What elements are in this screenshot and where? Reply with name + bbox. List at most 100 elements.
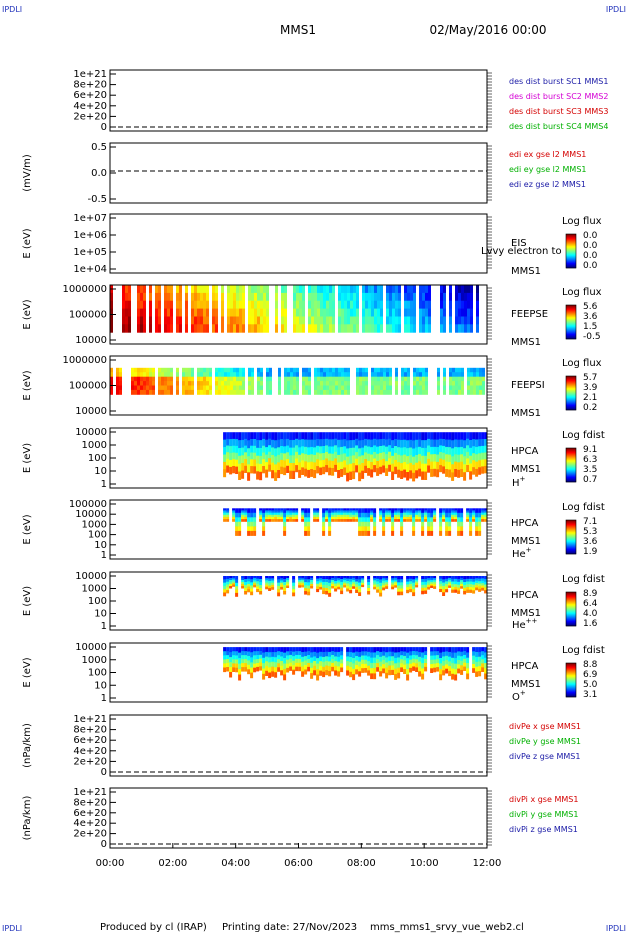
- heatmap-cell: [458, 324, 461, 333]
- heatmap-cell: [310, 647, 314, 653]
- heatmap-cell: [284, 389, 287, 395]
- heatmap-cell: [476, 367, 479, 373]
- heatmap-cell: [298, 647, 302, 652]
- heatmap-cell: [200, 367, 203, 373]
- heatmap-cell: [322, 512, 326, 518]
- heatmap-cell: [176, 381, 179, 386]
- heatmap-cell: [457, 512, 461, 518]
- heatmap-cell: [395, 292, 398, 302]
- heatmap-cell: [247, 581, 251, 585]
- heatmap-cell: [358, 661, 362, 667]
- heatmap-cell: [364, 663, 368, 669]
- heatmap-cell: [412, 526, 416, 532]
- heatmap-cell: [215, 300, 218, 310]
- heatmap-cell: [469, 512, 473, 518]
- heatmap-cell: [460, 584, 464, 587]
- heatmap-cell: [443, 372, 446, 378]
- heatmap-cell: [253, 651, 257, 656]
- heatmap-cell: [158, 300, 161, 310]
- heatmap-cell: [346, 472, 350, 482]
- heatmap-cell: [304, 439, 308, 448]
- heatmap-cell: [352, 586, 356, 589]
- heatmap-cell: [319, 661, 323, 667]
- colorbar-cell: [566, 667, 576, 669]
- heatmap-cell: [310, 657, 314, 664]
- heatmap-cell: [257, 389, 260, 395]
- heatmap-cell: [382, 668, 386, 674]
- heatmap-cell: [229, 586, 233, 589]
- colorbar-cell: [566, 480, 576, 482]
- heatmap-cell: [443, 285, 446, 294]
- heatmap-cell: [304, 526, 308, 532]
- colorbar-cell: [566, 524, 576, 526]
- heatmap-cell: [268, 662, 272, 668]
- heatmap-cell: [412, 647, 416, 652]
- heatmap-cell: [304, 530, 308, 536]
- heatmap-cell: [149, 300, 152, 310]
- heatmap-cell: [266, 376, 269, 382]
- heatmap-cell: [436, 461, 440, 470]
- heatmap-cell: [134, 381, 137, 386]
- heatmap-cell: [191, 385, 194, 391]
- heatmap-cell: [346, 508, 350, 511]
- heatmap-cell: [338, 308, 341, 317]
- heatmap-cell: [439, 586, 443, 590]
- heatmap-cell: [433, 576, 437, 579]
- heatmap-cell: [458, 292, 461, 302]
- heatmap-cell: [223, 469, 227, 478]
- heatmap-cell: [256, 666, 260, 672]
- heatmap-cell: [122, 285, 125, 294]
- heatmap-cell: [343, 460, 347, 468]
- heatmap-cell: [322, 661, 326, 668]
- heatmap-cell: [457, 581, 461, 586]
- heatmap-cell: [475, 512, 479, 518]
- heatmap-cell: [454, 669, 458, 676]
- heatmap-cell: [467, 389, 470, 395]
- heatmap-cell: [404, 308, 407, 317]
- heatmap-cell: [137, 316, 140, 325]
- heatmap-cell: [325, 510, 329, 514]
- heatmap-cell: [308, 324, 311, 333]
- heatmap-cell: [223, 439, 227, 448]
- heatmap-cell: [367, 588, 371, 592]
- heatmap-cell: [433, 514, 437, 518]
- heatmap-cell: [376, 578, 380, 582]
- heatmap-cell: [430, 651, 434, 657]
- heatmap-cell: [442, 592, 446, 596]
- heatmap-cell: [209, 381, 212, 386]
- heatmap-cell: [149, 367, 152, 373]
- colorbar-tick-label: 5.6: [583, 302, 598, 312]
- heatmap-cell: [451, 519, 455, 522]
- heatmap-cell: [128, 292, 131, 302]
- heatmap-cell: [244, 667, 248, 672]
- heatmap-cell: [458, 381, 461, 386]
- heatmap-cell: [358, 464, 362, 474]
- y-tick-label: 4e+20: [73, 746, 107, 757]
- legend-entry: des dist burst SC4 MMS4: [509, 122, 608, 131]
- heatmap-cell: [418, 454, 422, 462]
- heatmap-cell: [412, 456, 416, 466]
- colorbar-cell: [566, 325, 576, 327]
- heatmap-cell: [308, 308, 311, 317]
- heatmap-cell: [476, 389, 479, 395]
- heatmap-cell: [238, 674, 242, 681]
- heatmap-cell: [425, 292, 428, 302]
- heatmap-cell: [443, 389, 446, 395]
- heatmap-cell: [475, 432, 479, 440]
- heatmap-cell: [238, 663, 242, 670]
- heatmap-cell: [268, 578, 272, 582]
- heatmap-cell: [319, 584, 323, 588]
- colorbar-cell: [566, 313, 576, 315]
- heatmap-cell: [385, 514, 389, 518]
- heatmap-cell: [374, 367, 377, 373]
- heatmap-cell: [352, 510, 356, 514]
- heatmap-cell: [358, 472, 362, 482]
- heatmap-cell: [448, 530, 452, 536]
- colorbar-cell: [566, 239, 576, 241]
- heatmap-cell: [364, 465, 368, 473]
- heatmap-cell: [325, 582, 329, 586]
- heatmap-cell: [223, 461, 227, 470]
- heatmap-cell: [319, 665, 323, 672]
- heatmap-cell: [229, 672, 233, 678]
- heatmap-cell: [293, 367, 296, 373]
